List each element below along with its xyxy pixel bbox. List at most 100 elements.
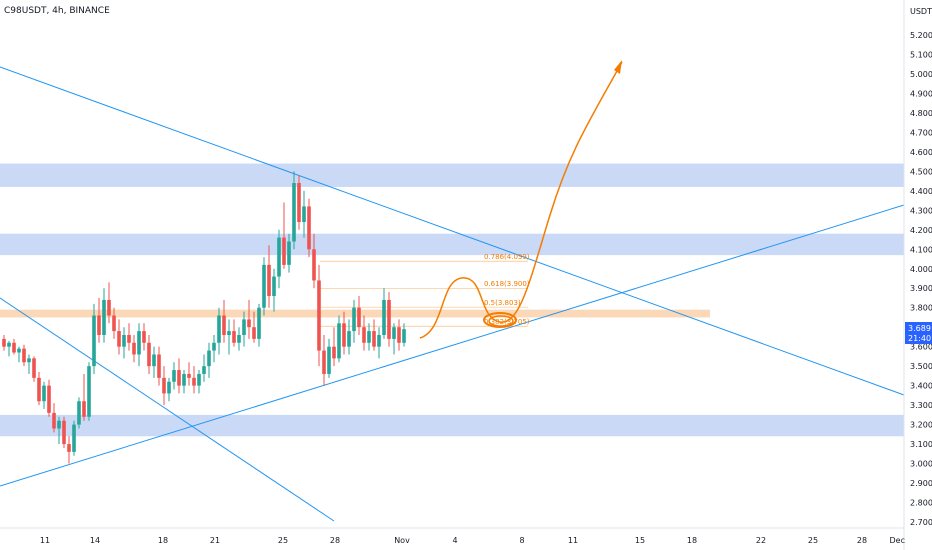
candle-body [127,334,131,343]
candle-body [102,299,106,335]
price-tick-label: 4.200 [910,226,932,235]
candle-body [207,350,211,367]
symbol-title: C98USDT, 4h, BINANCE [4,6,110,16]
time-tick-label: 18 [158,536,168,545]
candle-body [252,327,256,339]
price-tick-label: 3.600 [910,343,932,352]
candle-body [77,401,81,425]
current-price-value: 3.689 [908,324,931,333]
price-tick-label: 5.200 [910,31,932,40]
candle-body [177,370,181,386]
candle-body [347,331,351,347]
price-tick-label: 4.400 [910,187,932,196]
candle-body [42,385,46,402]
candle-body [262,264,266,308]
candle-body [37,377,41,402]
candle-body [47,385,51,413]
candle-body [7,342,11,347]
candle-body [62,420,66,445]
candle-body [147,342,151,367]
price-tick-label: 3.000 [910,460,932,469]
candle-body [247,319,251,328]
price-tick-label: 4.900 [910,89,932,98]
candle-body [57,420,61,429]
zones-layer [0,163,904,437]
candle-body [242,319,246,335]
candle-body [87,366,91,417]
candle-body [172,370,176,382]
candle-body [267,264,271,297]
current-price-countdown: 21:40 [908,334,931,343]
time-tick-label: 25 [808,536,818,545]
candle-body [82,401,86,417]
price-tick-label: 2.700 [910,518,932,527]
candle-body [72,424,76,452]
time-axis[interactable]: 11 14 18 21 25 28 Nov 4 8 11 15 18 22 25 28 Dec [0,527,905,545]
price-tick-label: 5.000 [910,70,932,79]
candle-body [397,327,401,343]
currency-label: USDT [910,7,932,16]
candle-body [317,280,321,351]
candle-body [272,276,276,297]
time-tick-label: 28 [330,536,340,545]
time-tick-label: 11 [568,536,578,545]
time-tick-label: Dec [890,536,905,545]
candle-body [287,241,291,265]
candle-body [52,412,56,429]
time-tick-label: 15 [635,536,645,545]
projection-arrowhead [614,60,622,74]
candle-body [137,331,141,355]
trendline-3 [0,204,905,487]
candle-body [392,327,396,339]
trendline-1 [0,66,905,396]
candle-body [107,299,111,316]
price-tick-label: 2.800 [910,499,932,508]
candle-body [202,366,206,374]
price-tick-label: 3.800 [910,304,932,313]
candle-body [322,350,326,374]
trendline-2 [0,297,335,522]
candle-body [97,315,101,335]
price-tick-label: 4.800 [910,109,932,118]
price-tick-label: 4.000 [910,265,932,274]
fib-label-1: 0.786(4.039) [484,253,530,261]
candle-body [92,315,96,367]
candle-body [232,331,236,343]
fib-label-3: 0.5(3.803) [484,299,521,307]
candle-body [27,358,31,363]
candles-layer [2,171,406,464]
candle-body [122,334,126,347]
time-tick-label: 18 [687,536,697,545]
price-axis[interactable]: USDT 5.200 5.100 5.000 4.900 4.800 4.700 4.600… [903,0,932,550]
candle-body [167,381,171,394]
price-tick-label: 4.600 [910,148,932,157]
time-tick-label: 8 [519,536,524,545]
current-price-label: 3.689 21:40 [905,322,932,344]
candle-body [402,329,406,343]
candle-body [212,342,216,351]
zone-3 [0,414,904,437]
candle-body [192,377,196,386]
candle-body [157,354,161,378]
candle-body [307,206,311,250]
time-tick-label: Nov [394,536,410,545]
candle-body [152,354,156,367]
projection-layer [419,60,623,339]
candle-body [352,307,356,332]
price-tick-label: 5.100 [910,50,932,59]
candle-body [372,331,376,347]
candle-body [32,358,36,378]
candle-body [302,206,306,223]
candle-body [387,299,391,339]
price-tick-label: 3.200 [910,421,932,430]
candle-body [292,183,296,242]
target-circle [483,312,517,328]
price-tick-label: 4.300 [910,206,932,215]
candle-body [12,342,16,353]
candle-body [187,373,191,378]
candle-body [257,307,261,339]
price-tick-label: 3.400 [910,382,932,391]
candle-body [222,315,226,335]
time-tick-label: 4 [452,536,457,545]
